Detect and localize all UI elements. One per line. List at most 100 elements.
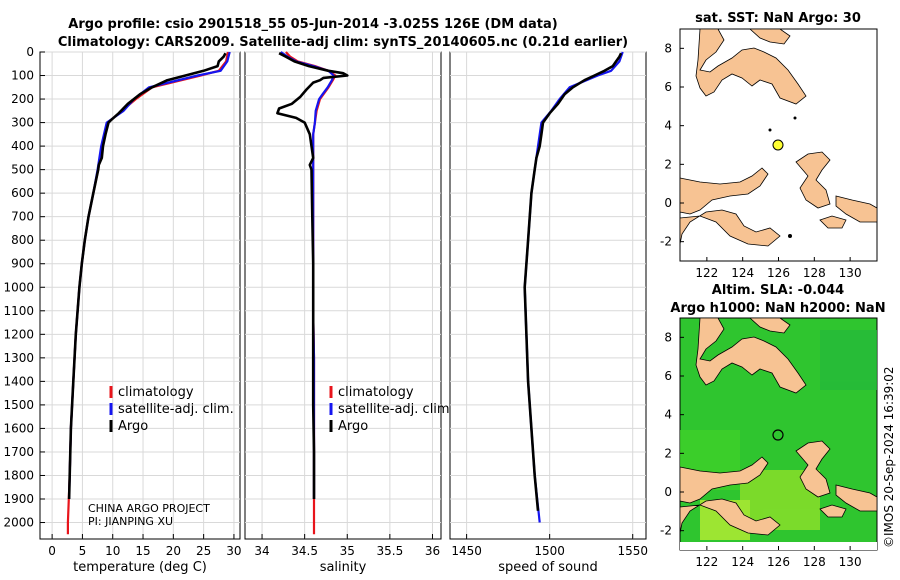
sulawesi-arm-land [679, 167, 769, 215]
map-y-tick-label: 6 [664, 80, 672, 94]
temperature-axes [39, 51, 241, 540]
map-y-tick-label: 4 [664, 119, 672, 133]
x-tick-label: 0 [48, 544, 56, 558]
y-tick-label: 1700 [3, 445, 34, 459]
x-tick-label: 1550 [617, 544, 648, 558]
map-y-tick-label: 8 [664, 330, 672, 344]
x-tick-label: 25 [196, 544, 211, 558]
map-y-tick-label: 6 [664, 369, 672, 383]
map-y-tick-label: -2 [660, 235, 672, 249]
altimetry-map-subtitle: Argo h1000: NaN h2000: NaN [670, 301, 885, 316]
sst-map-panel: sat. SST: NaN Argo: 30 122 124 126 128 130 -… [660, 11, 878, 280]
y-tick-label: 400 [11, 139, 34, 153]
x-tick-label: 34.5 [291, 544, 318, 558]
y-tick-label: 300 [11, 116, 34, 130]
islet [768, 128, 772, 132]
map-y-tick-label: 2 [664, 157, 672, 171]
mindanao-land [695, 317, 807, 394]
y-tick-label: 800 [11, 233, 34, 247]
legend-climatology-label: climatology [338, 385, 414, 400]
x-tick-label: 20 [166, 544, 181, 558]
x-tick-label: 34 [254, 544, 269, 558]
halmahera-land [795, 151, 831, 209]
sla-patch [820, 330, 877, 390]
legend-satellite-label: satellite-adj. clim. [338, 402, 454, 417]
legend-climatology-label: climatology [118, 385, 194, 400]
temperature-panel: 0100200300400500600700800900100011001200… [3, 45, 241, 575]
y-tick-label: 100 [11, 69, 34, 83]
sulawesi-south-land [679, 498, 781, 536]
x-tick-label: 5 [79, 544, 87, 558]
sst-map-title: sat. SST: NaN Argo: 30 [695, 11, 861, 26]
map-x-tick-label: 122 [695, 266, 718, 280]
visayas-land [748, 317, 791, 334]
y-tick-label: 1600 [3, 421, 34, 435]
map-x-tick-label: 126 [767, 555, 790, 569]
map-x-tick-label: 126 [767, 266, 790, 280]
legend-argo-label: Argo [338, 419, 368, 434]
y-tick-label: 1400 [3, 374, 34, 388]
y-tick-label: 1200 [3, 327, 34, 341]
salinity-legend: climatology satellite-adj. clim. Argo [329, 385, 454, 434]
map-x-tick-label: 128 [803, 555, 826, 569]
salinity-panel: 34 34.5 35 35.5 36 salinity climatology sate… [244, 51, 454, 575]
visayas-land [748, 28, 791, 45]
sound-speed-panel: 1450 1500 1550 speed of sound [449, 51, 648, 575]
islet-land [819, 504, 847, 518]
y-tick-label: 700 [11, 210, 34, 224]
map-x-tick-label: 130 [839, 266, 862, 280]
temperature-legend: climatology satellite-adj. clim. Argo [109, 385, 234, 434]
argo-float-marker [772, 139, 784, 151]
x-tick-label: 35 [340, 544, 355, 558]
y-tick-label: 1000 [3, 280, 34, 294]
pi-annotation: PI: JIANPING XU [88, 515, 173, 528]
temperature-xlabel: temperature (deg C) [73, 560, 207, 575]
altimetry-map-title: Altim. SLA: -0.044 [712, 283, 844, 298]
y-tick-label: 1800 [3, 468, 34, 482]
islet [793, 116, 797, 120]
salinity-axes [244, 51, 442, 540]
sulawesi-south-land [679, 209, 781, 247]
new-guinea-land [835, 484, 878, 512]
map-x-tick-label: 124 [731, 266, 754, 280]
map-x-tick-label: 128 [803, 266, 826, 280]
mindanao-land [695, 28, 807, 105]
map-y-tick-label: 0 [664, 485, 672, 499]
legend-argo-label: Argo [118, 419, 148, 434]
argo-float-marker [772, 429, 784, 441]
x-tick-label: 1500 [534, 544, 565, 558]
project-annotation: CHINA ARGO PROJECT [88, 502, 210, 515]
map-x-tick-label: 122 [695, 555, 718, 569]
map-y-tick-label: 8 [664, 41, 672, 55]
imos-timestamp: ©IMOS 20-Sep-2024 16:39:02 [882, 366, 896, 548]
x-tick-label: 15 [135, 544, 150, 558]
series-argo [276, 52, 349, 499]
y-tick-label: 600 [11, 186, 34, 200]
x-tick-label: 10 [105, 544, 120, 558]
y-tick-label: 1100 [3, 304, 34, 318]
x-tick-label: 35.5 [377, 544, 404, 558]
y-tick-label: 1900 [3, 492, 34, 506]
y-tick-label: 2000 [3, 516, 34, 530]
map-x-tick-label: 124 [731, 555, 754, 569]
y-tick-label: 900 [11, 257, 34, 271]
x-tick-label: 1450 [451, 544, 482, 558]
figure-subtitle: Climatology: CARS2009. Satellite-adj cli… [58, 35, 628, 50]
x-tick-label: 30 [226, 544, 241, 558]
sound-speed-xlabel: speed of sound [498, 560, 598, 575]
x-tick-label: 36 [425, 544, 440, 558]
y-tick-label: 0 [26, 45, 34, 59]
figure-title: Argo profile: csio 2901518_55 05-Jun-201… [68, 17, 557, 32]
halmahera-land [795, 440, 831, 498]
map-y-tick-label: 0 [664, 196, 672, 210]
new-guinea-land [835, 195, 878, 223]
sound-speed-axes [449, 51, 647, 540]
islet-land [819, 215, 847, 229]
salinity-xlabel: salinity [320, 560, 367, 575]
y-tick-label: 500 [11, 163, 34, 177]
sst-map-land [679, 28, 878, 247]
map-y-tick-label: -2 [660, 524, 672, 538]
series-argo [67, 52, 227, 500]
legend-satellite-label: satellite-adj. clim. [118, 402, 234, 417]
